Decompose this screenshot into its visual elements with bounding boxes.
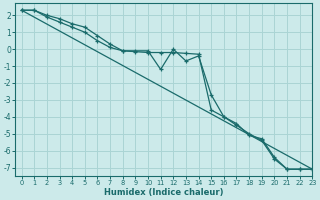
X-axis label: Humidex (Indice chaleur): Humidex (Indice chaleur): [104, 188, 224, 197]
